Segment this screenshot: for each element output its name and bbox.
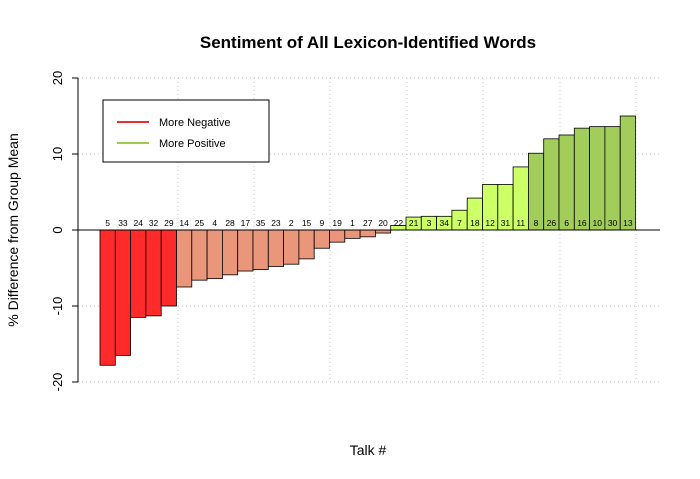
bar bbox=[160, 229, 177, 307]
bar-label: 24 bbox=[134, 218, 144, 228]
bar bbox=[114, 229, 132, 356]
bar-label: 34 bbox=[440, 218, 450, 228]
bar-label: 10 bbox=[593, 218, 603, 228]
bar bbox=[589, 126, 606, 231]
bar-label: 18 bbox=[470, 218, 480, 228]
bar-label: 12 bbox=[485, 218, 495, 228]
y-tick-label: -20 bbox=[50, 373, 65, 392]
y-tick-label: 20 bbox=[50, 71, 65, 85]
y-tick-label: -10 bbox=[50, 297, 65, 316]
bar-label: 4 bbox=[212, 218, 217, 228]
bar bbox=[604, 126, 621, 231]
bar bbox=[329, 229, 346, 243]
bar-label: 26 bbox=[547, 218, 557, 228]
legend: More Negative More Positive bbox=[102, 99, 270, 163]
bar-label: 5 bbox=[105, 218, 110, 228]
bar-label: 31 bbox=[501, 218, 511, 228]
bar bbox=[145, 229, 162, 317]
legend-box bbox=[102, 99, 270, 163]
bar-label: 6 bbox=[564, 218, 569, 228]
bar bbox=[313, 229, 330, 249]
bar-label: 9 bbox=[319, 218, 324, 228]
bar-label: 13 bbox=[623, 218, 633, 228]
bar-label: 3 bbox=[427, 218, 432, 228]
bar bbox=[359, 229, 376, 238]
bar-label: 28 bbox=[225, 218, 235, 228]
bar-label: 19 bbox=[332, 218, 342, 228]
bar-label: 1 bbox=[350, 218, 355, 228]
x-axis-label: Talk # bbox=[350, 442, 387, 458]
bar-label: 7 bbox=[457, 218, 462, 228]
bar-label: 35 bbox=[256, 218, 266, 228]
bar bbox=[130, 229, 147, 318]
y-axis: -20 -10 0 10 20 bbox=[50, 71, 79, 392]
bar-label: 20 bbox=[378, 218, 388, 228]
bar-labels-group: 5 33 24 32 29 14 25 4 28 17 35 23 2 15 9 19 1 27 20 22 21 3 34… bbox=[105, 218, 633, 228]
bar bbox=[191, 229, 208, 281]
y-tick-label: 0 bbox=[50, 226, 65, 233]
bar bbox=[267, 229, 284, 267]
bar-label: 16 bbox=[577, 218, 587, 228]
bar bbox=[573, 127, 590, 231]
bar-label: 30 bbox=[608, 218, 618, 228]
bar bbox=[283, 229, 300, 265]
bar-label: 14 bbox=[179, 218, 189, 228]
bar-label: 29 bbox=[164, 218, 174, 228]
bar-label: 11 bbox=[516, 218, 525, 228]
y-axis-label: % Difference from Group Mean bbox=[5, 133, 21, 327]
bar bbox=[252, 229, 269, 270]
y-tick-label: 10 bbox=[50, 147, 65, 161]
bar bbox=[298, 229, 315, 260]
bar-label: 23 bbox=[271, 218, 281, 228]
bar bbox=[221, 229, 239, 276]
bar-label: 33 bbox=[118, 218, 128, 228]
bar bbox=[344, 229, 361, 239]
bar bbox=[206, 229, 223, 280]
bar-label: 21 bbox=[409, 218, 419, 228]
legend-positive-label: More Positive bbox=[159, 138, 226, 150]
bar-label: 8 bbox=[534, 218, 539, 228]
bar bbox=[176, 229, 193, 288]
bar bbox=[619, 115, 636, 231]
bars-group bbox=[99, 115, 636, 366]
bar-label: 32 bbox=[149, 218, 159, 228]
bar-label: 15 bbox=[302, 218, 312, 228]
bar bbox=[543, 138, 560, 231]
bar-label: 17 bbox=[241, 218, 251, 228]
bar-label: 22 bbox=[394, 218, 404, 228]
chart-title: Sentiment of All Lexicon-Identified Word… bbox=[200, 33, 536, 52]
bar-label: 27 bbox=[363, 218, 373, 228]
bar bbox=[99, 229, 116, 366]
bar bbox=[558, 134, 575, 231]
bar-label: 2 bbox=[289, 218, 294, 228]
bar bbox=[237, 229, 254, 272]
bar-label: 25 bbox=[195, 218, 205, 228]
legend-negative-label: More Negative bbox=[159, 117, 231, 129]
